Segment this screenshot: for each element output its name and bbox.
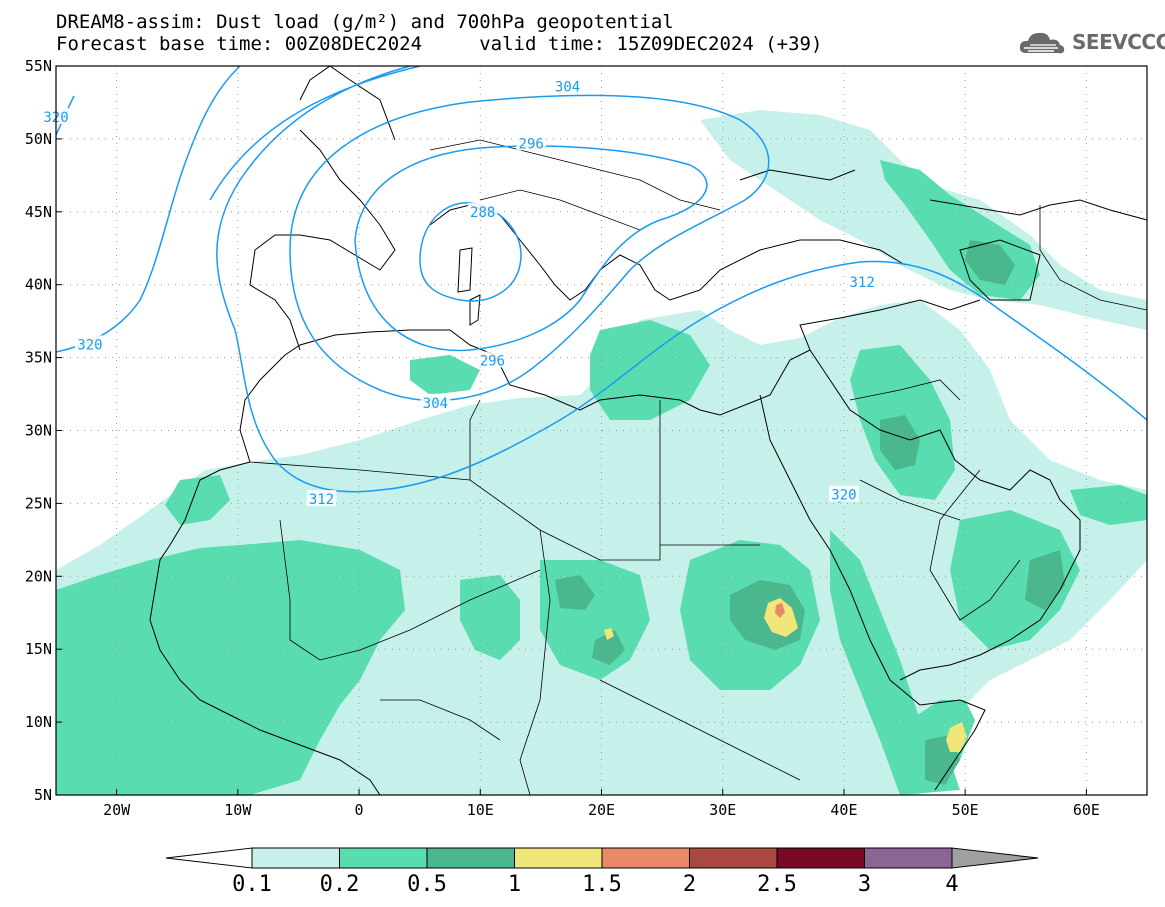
- axis-ticks: 20W 10W 0 10E 20E 30E 40E 50E 60E 55N 50N 45N 40N 35N…: [25, 57, 1100, 819]
- lon-tick-label: 60E: [1073, 801, 1100, 819]
- geopotential-contours: [56, 66, 1147, 503]
- colorbar-box: [251, 847, 340, 869]
- lat-tick-label: 15N: [25, 640, 52, 658]
- logo-text: SEEVCCC: [1072, 30, 1165, 54]
- lon-tick-label: 50E: [952, 801, 979, 819]
- contour-label: 312: [309, 492, 334, 508]
- title-line-1: DREAM8-assim: Dust load (g/m²) and 700hP…: [56, 11, 674, 33]
- contour-label-bg: [847, 272, 878, 289]
- colorbar-label: 3: [858, 872, 871, 897]
- contour-label-bg: [467, 202, 498, 219]
- contour-label: 304: [423, 396, 448, 412]
- contour-label: 320: [77, 337, 102, 353]
- lat-tick-label: 30N: [25, 422, 52, 440]
- dust-field: [56, 110, 1147, 795]
- lat-tick-label: 45N: [25, 203, 52, 221]
- colorbar-boxes: [165, 847, 1039, 869]
- colorbar-label: 2.5: [757, 872, 797, 897]
- colorbar-label: 0.2: [320, 872, 360, 897]
- contour-label: 288: [470, 205, 495, 221]
- lat-tick-label: 5N: [34, 786, 52, 804]
- lon-tick-label: 10W: [224, 801, 252, 819]
- lat-tick-label: 10N: [25, 713, 52, 731]
- contour-label: 296: [519, 136, 544, 152]
- contour-label-bg: [516, 134, 547, 151]
- colorbar-under-arrow: [165, 847, 253, 869]
- cloud-logo-icon: [1019, 32, 1065, 54]
- lon-tick-label: 20E: [588, 801, 615, 819]
- lon-tick-label: 30E: [709, 801, 736, 819]
- colorbar-label: 1: [508, 872, 521, 897]
- dust-level-1-5: [775, 603, 785, 618]
- contour-label: 296: [480, 354, 505, 370]
- colorbar-box: [689, 847, 778, 869]
- colorbar-label: 1.5: [582, 872, 622, 897]
- colorbar-label: 0.5: [407, 872, 447, 897]
- colorbar-box: [864, 847, 953, 869]
- contour-label: 304: [555, 79, 580, 95]
- contour-label-bg: [477, 351, 508, 368]
- lat-tick-label: 40N: [25, 276, 52, 294]
- colorbar-label: 0.1: [232, 872, 272, 897]
- colorbar-box: [514, 847, 603, 869]
- lat-tick-label: 35N: [25, 349, 52, 367]
- colorbar-box: [339, 847, 428, 869]
- lon-tick-label: 0: [355, 801, 364, 819]
- colorbar-labels: 0.1 0.2 0.5 1 1.5 2 2.5 3 4: [232, 872, 959, 897]
- graticule: [56, 66, 1147, 795]
- colorbar-box: [426, 847, 515, 869]
- colorbar-box: [601, 847, 690, 869]
- lat-tick-label: 55N: [25, 57, 52, 75]
- lon-tick-label: 40E: [830, 801, 857, 819]
- colorbar-label: 4: [945, 872, 958, 897]
- seevccc-logo: SEEVCCC: [1018, 24, 1165, 60]
- contour-label-bg: [306, 490, 337, 507]
- dust-level-1: [604, 598, 967, 752]
- contour-label-bg: [75, 335, 105, 352]
- contour-label: 312: [849, 275, 874, 291]
- country-borders: [249, 139, 1147, 795]
- lon-tick-label: 10E: [467, 801, 494, 819]
- lon-tick-label: 20W: [103, 801, 131, 819]
- colorbar-box: [776, 847, 865, 869]
- title-line-2: Forecast base time: 00Z08DEC2024 valid t…: [56, 33, 823, 55]
- contour-label: 320: [831, 488, 856, 504]
- lat-tick-label: 50N: [25, 130, 52, 148]
- contour-label-bg: [420, 393, 451, 410]
- contour-label-bg: [829, 485, 859, 502]
- contour-label-bg: [552, 77, 583, 94]
- colorbar-over-arrow: [951, 847, 1039, 869]
- coastlines: [149, 66, 1147, 795]
- lat-tick-label: 20N: [25, 567, 52, 585]
- lat-tick-label: 25N: [25, 494, 52, 512]
- colorbar-label: 2: [683, 872, 696, 897]
